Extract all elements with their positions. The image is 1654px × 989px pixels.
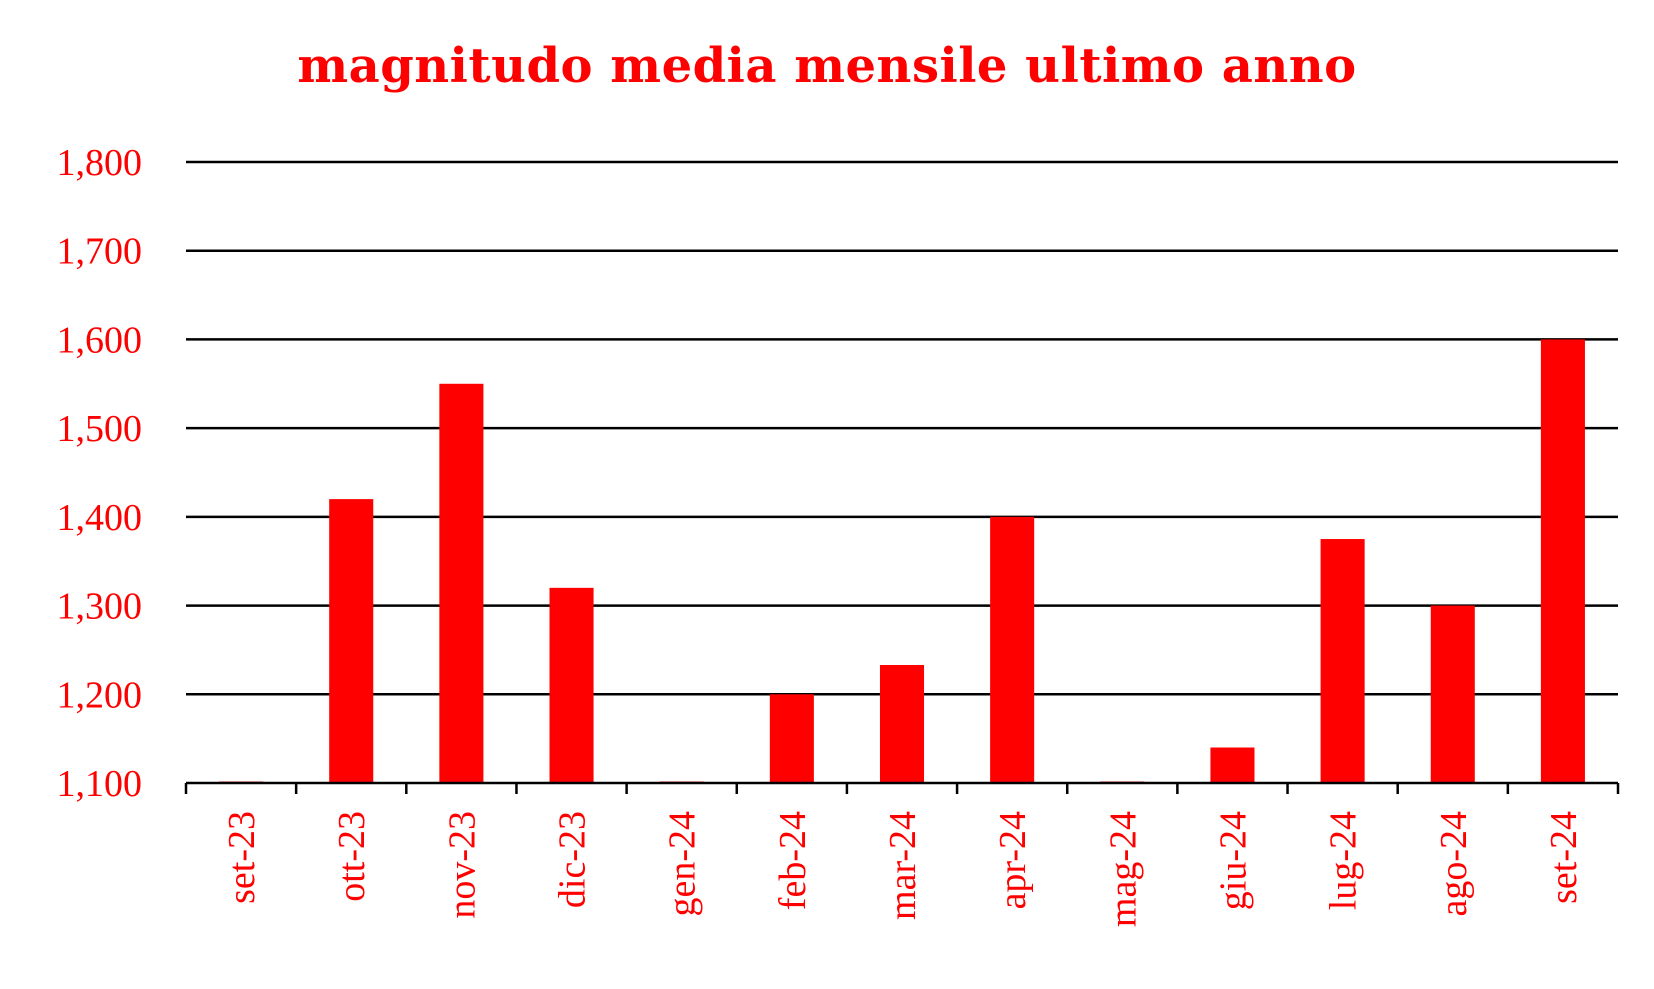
y-tick-labels: 1,100 1,200 1,300 1,400 1,500 1,600 1,700 1,800 <box>57 142 143 805</box>
x-axis <box>184 781 1620 794</box>
x-tick-label: mar-24 <box>882 811 924 920</box>
x-tick-label: dic-23 <box>552 811 594 908</box>
x-tick-label: mag-24 <box>1102 811 1144 927</box>
y-tick-label: 1,200 <box>57 674 143 716</box>
chart-title: magnitudo media mensile ultimo anno <box>297 38 1357 94</box>
x-tick-label: giu-24 <box>1212 811 1254 910</box>
y-tick-label: 1,600 <box>57 319 143 361</box>
bar <box>769 694 814 783</box>
x-tick-labels: set-23 ott-23 nov-23 dic-23 gen-24 feb-24 mar-… <box>221 811 1585 927</box>
x-tick-label: set-23 <box>221 811 263 904</box>
y-tick-label: 1,300 <box>57 586 143 628</box>
x-tick-label: gen-24 <box>662 811 704 917</box>
bar <box>1210 747 1255 783</box>
x-tick-label: feb-24 <box>772 811 814 910</box>
y-tick-label: 1,500 <box>57 408 143 450</box>
bar <box>1320 539 1365 783</box>
bar <box>329 499 374 783</box>
bar <box>990 516 1035 783</box>
x-tick-label: nov-23 <box>441 811 483 919</box>
gridlines <box>186 160 1618 696</box>
y-tick-label: 1,100 <box>57 763 143 805</box>
y-tick-label: 1,800 <box>57 142 143 184</box>
x-tick-label: lug-24 <box>1323 811 1365 910</box>
x-tick-label: set-24 <box>1543 811 1585 904</box>
bar <box>549 587 594 783</box>
bar <box>1540 339 1585 783</box>
x-tick-label: ago-24 <box>1433 811 1475 917</box>
bar <box>439 383 484 783</box>
y-tick-label: 1,700 <box>57 231 143 273</box>
bar <box>879 665 925 783</box>
bars <box>219 339 1585 783</box>
y-tick-label: 1,400 <box>57 497 143 539</box>
bar <box>1430 605 1475 783</box>
x-tick-label: apr-24 <box>992 811 1034 909</box>
x-tick-label: ott-23 <box>331 811 373 902</box>
